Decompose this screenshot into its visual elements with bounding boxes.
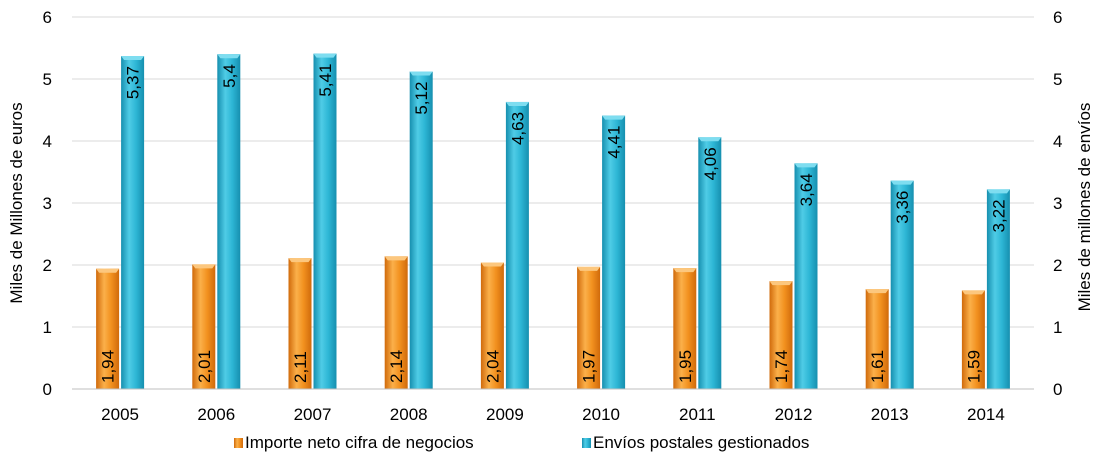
bar-top-bevel bbox=[986, 189, 1010, 194]
data-label: 2,14 bbox=[387, 350, 406, 383]
data-label: 1,61 bbox=[868, 350, 887, 383]
data-label: 2,11 bbox=[291, 351, 310, 383]
bar-envios-2014 bbox=[986, 189, 1010, 389]
bar-top-bevel bbox=[313, 53, 337, 58]
legend: Importe neto cifra de negocios Envíos pos… bbox=[234, 433, 809, 452]
y-tick-label-left: 6 bbox=[43, 8, 52, 27]
bar-importe-2007 bbox=[288, 258, 312, 389]
bar-top-bevel bbox=[217, 54, 241, 59]
data-label: 1,95 bbox=[676, 350, 695, 383]
y-tick-label-right: 6 bbox=[1053, 8, 1062, 27]
data-label: 1,94 bbox=[99, 350, 118, 383]
bar-top-bevel bbox=[121, 56, 145, 61]
bar-envios-2007 bbox=[313, 53, 337, 390]
x-tick-label: 2005 bbox=[101, 405, 139, 424]
bar-envios-2008 bbox=[409, 71, 433, 389]
data-label: 5,37 bbox=[124, 66, 143, 99]
y-axis-title-left: Miles de Millones de euros bbox=[7, 102, 26, 303]
y-tick-label-right: 1 bbox=[1053, 318, 1062, 337]
data-label: 1,97 bbox=[580, 350, 599, 383]
bar-importe-2008 bbox=[384, 256, 408, 389]
legend-label-importe: Importe neto cifra de negocios bbox=[245, 433, 474, 452]
y-tick-label-right: 2 bbox=[1053, 256, 1062, 275]
data-label: 5,12 bbox=[412, 82, 431, 115]
bar-top-bevel bbox=[698, 137, 722, 142]
bar-top-bevel bbox=[673, 268, 697, 273]
y-tick-label-left: 2 bbox=[43, 256, 52, 275]
x-tick-label: 2006 bbox=[197, 405, 235, 424]
bar-envios-2009 bbox=[505, 101, 529, 389]
data-label: 3,64 bbox=[797, 173, 816, 206]
y-tick-label-right: 4 bbox=[1053, 132, 1062, 151]
y-tick-label-right: 0 bbox=[1053, 380, 1062, 399]
bar-top-bevel bbox=[96, 268, 120, 273]
bar-envios-2012 bbox=[794, 163, 818, 389]
bar-importe-2011 bbox=[673, 268, 697, 389]
bar-envios-2011 bbox=[698, 137, 722, 389]
bar-top-bevel bbox=[865, 289, 889, 294]
bar-top-bevel bbox=[384, 256, 408, 261]
bar-envios-2013 bbox=[890, 180, 914, 389]
x-tick-label: 2008 bbox=[390, 405, 428, 424]
bar-top-bevel bbox=[409, 71, 433, 76]
y-tick-label-left: 5 bbox=[43, 70, 52, 89]
legend-swatch-envios bbox=[582, 438, 591, 448]
x-tick-label: 2011 bbox=[679, 405, 716, 424]
data-label: 1,74 bbox=[772, 350, 791, 383]
y-tick-label-left: 1 bbox=[43, 318, 52, 337]
y-tick-label-left: 4 bbox=[43, 132, 52, 151]
bar-top-bevel bbox=[577, 266, 601, 271]
data-label: 3,22 bbox=[989, 199, 1008, 232]
data-label: 4,63 bbox=[508, 112, 527, 145]
x-tick-label: 2009 bbox=[486, 405, 524, 424]
bar-importe-2012 bbox=[769, 281, 793, 389]
data-label: 3,36 bbox=[893, 191, 912, 224]
x-tick-label: 2013 bbox=[871, 405, 909, 424]
y-tick-label-left: 3 bbox=[43, 194, 52, 213]
bar-importe-2013 bbox=[865, 289, 889, 389]
y-tick-label-right: 5 bbox=[1053, 70, 1062, 89]
data-label: 1,59 bbox=[964, 350, 983, 383]
bar-importe-2014 bbox=[961, 290, 985, 389]
data-label: 2,04 bbox=[483, 350, 502, 383]
bar-top-bevel bbox=[480, 262, 504, 267]
bar-envios-2010 bbox=[602, 115, 626, 389]
data-label: 5,41 bbox=[316, 64, 335, 97]
bar-top-bevel bbox=[602, 115, 626, 120]
bar-top-bevel bbox=[890, 180, 914, 185]
axes: 0 1 2 3 4 5 6 0 1 2 3 4 5 6 2005 2006 2007 2008 2009 2010 20… bbox=[7, 8, 1094, 424]
x-tick-label: 2007 bbox=[294, 405, 332, 424]
x-tick-label: 2012 bbox=[775, 405, 813, 424]
y-tick-label-right: 3 bbox=[1053, 194, 1062, 213]
x-tick-label: 2010 bbox=[582, 405, 620, 424]
gridlines bbox=[72, 16, 1034, 390]
bar-top-bevel bbox=[769, 281, 793, 286]
y-axis-title-right: Miles de millones de envíos bbox=[1075, 103, 1094, 312]
bar-top-bevel bbox=[288, 258, 312, 263]
bar-top-bevel bbox=[192, 264, 216, 269]
bar-envios-2005 bbox=[121, 56, 145, 390]
bar-importe-2006 bbox=[192, 264, 216, 389]
legend-swatch-importe bbox=[234, 438, 243, 448]
bars: 1,94 2,01 2,11 2,14 2,04 1,97 1,95 1,74 1,61 1,59… bbox=[96, 53, 1010, 390]
bar-importe-2005 bbox=[96, 268, 120, 389]
bar-top-bevel bbox=[505, 101, 529, 106]
data-label: 4,41 bbox=[605, 126, 624, 159]
bar-importe-2010 bbox=[577, 266, 601, 389]
data-label: 4,06 bbox=[701, 147, 720, 180]
data-label: 5,4 bbox=[220, 64, 239, 88]
y-tick-label-left: 0 bbox=[43, 380, 52, 399]
bar-top-bevel bbox=[794, 163, 818, 168]
bar-importe-2009 bbox=[480, 262, 504, 389]
data-label: 2,01 bbox=[195, 350, 214, 383]
bar-top-bevel bbox=[961, 290, 985, 295]
x-tick-label: 2014 bbox=[967, 405, 1005, 424]
bar-envios-2006 bbox=[217, 54, 241, 389]
legend-label-envios: Envíos postales gestionados bbox=[593, 433, 809, 452]
